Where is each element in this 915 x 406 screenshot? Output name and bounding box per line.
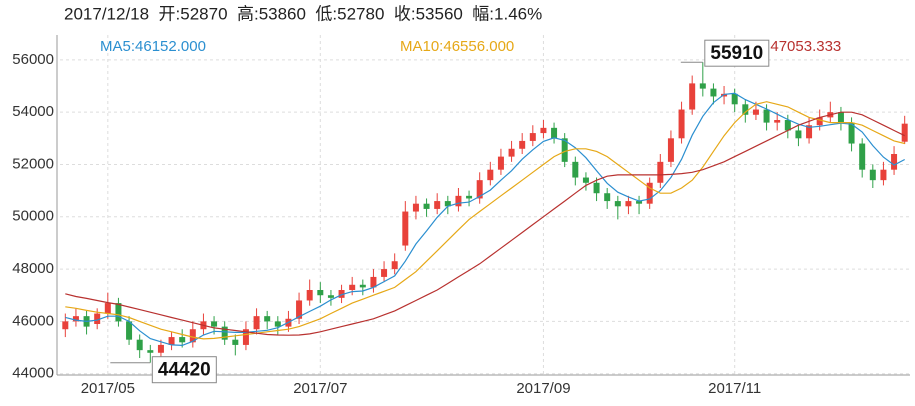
candle-body: [211, 321, 218, 327]
candle-body: [232, 339, 239, 345]
candle-body: [455, 195, 462, 207]
candle-body: [774, 120, 781, 123]
plot-area: [60, 35, 910, 375]
candle-body: [540, 127, 547, 134]
candle-body: [551, 127, 558, 139]
candle-body: [731, 93, 738, 105]
candle-body: [699, 83, 706, 89]
candle-body: [604, 193, 611, 202]
candle-body: [508, 148, 515, 157]
y-tick-label: 56000: [12, 51, 54, 68]
candle-body: [859, 143, 866, 170]
candle-body: [806, 125, 813, 139]
candle-body: [126, 321, 133, 340]
legend-label: MA5:46152.000: [100, 38, 206, 55]
candle-body: [529, 133, 536, 141]
candle-body: [689, 83, 696, 110]
y-tick-label: 50000: [12, 208, 54, 225]
y-tick-label: 52000: [12, 155, 54, 172]
candle-body: [625, 201, 632, 207]
ma-line: [65, 101, 905, 340]
candle-body: [317, 290, 324, 296]
y-tick-label: 46000: [12, 312, 54, 329]
candle-body: [901, 123, 908, 142]
candle-body: [667, 138, 674, 162]
candle-body: [891, 154, 898, 170]
candle-body: [381, 269, 388, 277]
legend-label: MA10:46556.000: [400, 38, 514, 55]
candle-body: [359, 284, 366, 288]
candle-body: [572, 161, 579, 178]
candle-body: [476, 180, 483, 199]
candle-body: [497, 156, 504, 170]
candle-body: [62, 321, 69, 330]
candle-body: [115, 303, 122, 322]
candle-body: [157, 344, 164, 353]
candle-body: [646, 182, 653, 204]
candle-body: [444, 201, 451, 207]
annotation-box: [704, 39, 770, 67]
candle-body: [296, 300, 303, 319]
candle-body: [848, 122, 855, 144]
candle-body: [487, 169, 494, 181]
candle-body: [242, 329, 249, 345]
chart-title: 2017/12/18 开:52870 高:53860 低:52780 收:535…: [64, 4, 542, 23]
candle-body: [636, 201, 643, 204]
candle-body: [94, 313, 101, 324]
candle-body: [582, 177, 589, 183]
y-tick-label: 44000: [12, 365, 54, 382]
x-tick-label: 2017/05: [81, 380, 135, 397]
candle-body: [434, 201, 441, 209]
candle-body: [880, 169, 887, 181]
candle-body: [869, 169, 876, 181]
candle-body: [306, 290, 313, 301]
candle-body: [816, 117, 823, 126]
candle-body: [593, 182, 600, 194]
x-tick-label: 2017/07: [293, 380, 347, 397]
candle-body: [327, 295, 334, 298]
x-tick-label: 2017/09: [516, 380, 570, 397]
candle-body: [795, 130, 802, 139]
candle-body: [614, 201, 621, 207]
y-tick-label: 54000: [12, 103, 54, 120]
candle-body: [742, 104, 749, 115]
y-tick-label: 48000: [12, 260, 54, 277]
candle-body: [837, 112, 844, 123]
candle-body: [391, 261, 398, 270]
candle-body: [657, 161, 664, 183]
x-tick-label: 2017/11: [708, 380, 761, 397]
candle-body: [763, 109, 770, 123]
candle-body: [402, 211, 409, 246]
candle-body: [370, 276, 377, 288]
candle-body: [338, 290, 345, 298]
candle-body: [136, 339, 143, 351]
candle-body: [466, 195, 473, 199]
candle-body: [274, 321, 281, 327]
candle-body: [253, 316, 260, 330]
annotation-box: [151, 356, 217, 384]
candle-body: [168, 337, 175, 345]
candle-body: [189, 329, 196, 343]
candle-body: [752, 109, 759, 115]
annotation-label: 44420: [158, 360, 211, 381]
candle-body: [147, 350, 154, 353]
candle-body: [179, 337, 186, 343]
ma-line: [65, 111, 905, 336]
candle-body: [104, 303, 111, 314]
candle-body: [710, 88, 717, 97]
annotation-label: 55910: [710, 43, 763, 64]
candle-body: [221, 326, 228, 340]
candle-body: [72, 316, 79, 322]
candle-body: [423, 203, 430, 209]
candle-body: [784, 120, 791, 131]
candle-body: [349, 284, 356, 290]
candle-body: [412, 203, 419, 212]
candle-body: [678, 109, 685, 139]
ma-line: [65, 92, 905, 347]
candle-body: [519, 140, 526, 149]
candle-body: [561, 138, 568, 162]
candle-body: [264, 316, 271, 322]
